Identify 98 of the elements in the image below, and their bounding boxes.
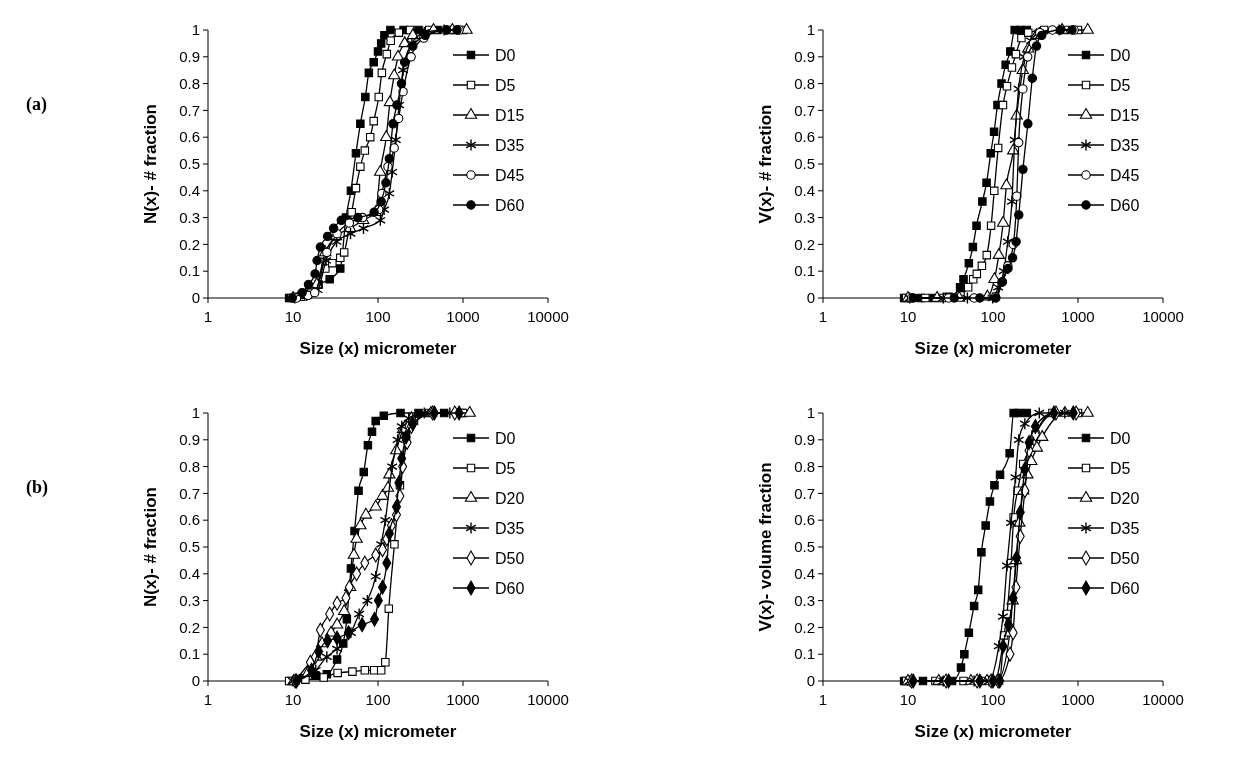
legend-label: D0: [1110, 46, 1131, 64]
legend-label: D50: [495, 549, 525, 567]
x-tick-label: 1000: [1061, 691, 1095, 708]
x-tick-label: 10000: [527, 308, 569, 325]
y-tick-label: 0.2: [179, 235, 200, 253]
text: (b): [26, 477, 48, 499]
y-tick-label: 0.7: [179, 484, 200, 502]
y-tick-label: 0: [806, 672, 815, 690]
y-tick-label: 0.9: [179, 431, 200, 449]
y-tick-label: 1: [191, 21, 200, 39]
legend-label: D20: [1110, 489, 1140, 507]
y-tick-label: 0.8: [794, 74, 815, 92]
y-tick-label: 0.5: [179, 155, 200, 173]
x-tick-label: 10: [284, 308, 302, 325]
legend-label: D5: [495, 459, 516, 477]
x-axis-title: Size (x) micrometer: [914, 722, 1072, 741]
x-tick-label: 100: [980, 308, 1006, 325]
y-tick-label: 0.8: [179, 74, 200, 92]
legend-label: D50: [1110, 549, 1140, 567]
legend-label: D15: [495, 106, 525, 124]
legend-label: D35: [1110, 519, 1140, 537]
legend-label: D20: [495, 489, 525, 507]
legend-label: D60: [1110, 196, 1140, 214]
y-axis-title: V(x)- volume fraction: [756, 462, 775, 632]
legend-label: D60: [1110, 579, 1140, 597]
y-tick-label: 0.1: [179, 645, 200, 663]
legend-label: D45: [495, 166, 525, 184]
x-tick-label: 1: [818, 308, 828, 325]
y-tick-label: 0.9: [794, 431, 815, 449]
text: (a): [26, 94, 47, 116]
x-tick-label: 10000: [1142, 691, 1184, 708]
x-axis-title: Size (x) micrometer: [299, 722, 457, 741]
x-tick-label: 10000: [1142, 308, 1184, 325]
y-tick-label: 0.1: [794, 262, 815, 280]
x-tick-label: 1: [203, 308, 213, 325]
y-tick-label: 0.5: [179, 538, 200, 556]
y-axis-title: N(x)- # fraction: [141, 487, 160, 607]
x-tick-label: 1: [203, 691, 213, 708]
y-tick-label: 0.7: [794, 101, 815, 119]
legend-label: D5: [1110, 459, 1131, 477]
x-tick-label: 10: [899, 308, 917, 325]
x-axis-title: Size (x) micrometer: [914, 339, 1072, 358]
y-tick-label: 0.5: [794, 155, 815, 173]
x-tick-label: 10: [284, 691, 302, 708]
legend-label: D0: [495, 46, 516, 64]
y-tick-label: 0.4: [794, 182, 815, 200]
x-tick-label: 1000: [1061, 308, 1095, 325]
x-tick-label: 10000: [527, 691, 569, 708]
y-tick-label: 0.4: [179, 565, 200, 583]
y-tick-label: 0.6: [179, 511, 200, 529]
x-tick-label: 100: [365, 308, 391, 325]
x-tick-label: 100: [365, 691, 391, 708]
y-tick-label: 0.3: [794, 208, 815, 226]
y-tick-label: 0.3: [794, 591, 815, 609]
y-tick-label: 0.4: [179, 182, 200, 200]
y-tick-label: 0.6: [794, 128, 815, 146]
y-tick-label: 0.5: [794, 538, 815, 556]
legend-label: D0: [495, 429, 516, 447]
y-axis-title: V(x)- # fraction: [756, 104, 775, 224]
y-tick-label: 0.1: [179, 262, 200, 280]
legend-label: D5: [495, 76, 516, 94]
y-tick-label: 0.2: [794, 618, 815, 636]
y-tick-label: 0.3: [179, 591, 200, 609]
y-tick-label: 0.2: [179, 618, 200, 636]
legend-label: D0: [1110, 429, 1131, 447]
x-axis-title: Size (x) micrometer: [299, 339, 457, 358]
y-tick-label: 0: [806, 289, 815, 307]
x-tick-label: 10: [899, 691, 917, 708]
legend-label: D15: [1110, 106, 1140, 124]
y-tick-label: 0.6: [794, 511, 815, 529]
y-tick-label: 0.6: [179, 128, 200, 146]
legend-label: D60: [495, 579, 525, 597]
y-tick-label: 0.7: [794, 484, 815, 502]
y-tick-label: 0.9: [794, 48, 815, 66]
legend-label: D45: [1110, 166, 1140, 184]
y-tick-label: 0.2: [794, 235, 815, 253]
y-tick-label: 1: [806, 21, 815, 39]
y-tick-label: 1: [806, 404, 815, 422]
x-tick-label: 1: [818, 691, 828, 708]
y-axis-title: N(x)- # fraction: [141, 104, 160, 224]
legend-label: D35: [495, 519, 525, 537]
y-tick-label: 0: [191, 672, 200, 690]
y-tick-label: 0: [191, 289, 200, 307]
y-tick-label: 0.8: [179, 457, 200, 475]
x-tick-label: 100: [980, 691, 1006, 708]
x-tick-label: 1000: [446, 308, 480, 325]
legend-label: D60: [495, 196, 525, 214]
y-tick-label: 0.7: [179, 101, 200, 119]
legend-label: D35: [1110, 136, 1140, 154]
legend-label: D35: [495, 136, 525, 154]
y-tick-label: 1: [191, 404, 200, 422]
y-tick-label: 0.9: [179, 48, 200, 66]
y-tick-label: 0.3: [179, 208, 200, 226]
legend-label: D5: [1110, 76, 1131, 94]
y-tick-label: 0.4: [794, 565, 815, 583]
y-tick-label: 0.8: [794, 457, 815, 475]
y-tick-label: 0.1: [794, 645, 815, 663]
x-tick-label: 1000: [446, 691, 480, 708]
